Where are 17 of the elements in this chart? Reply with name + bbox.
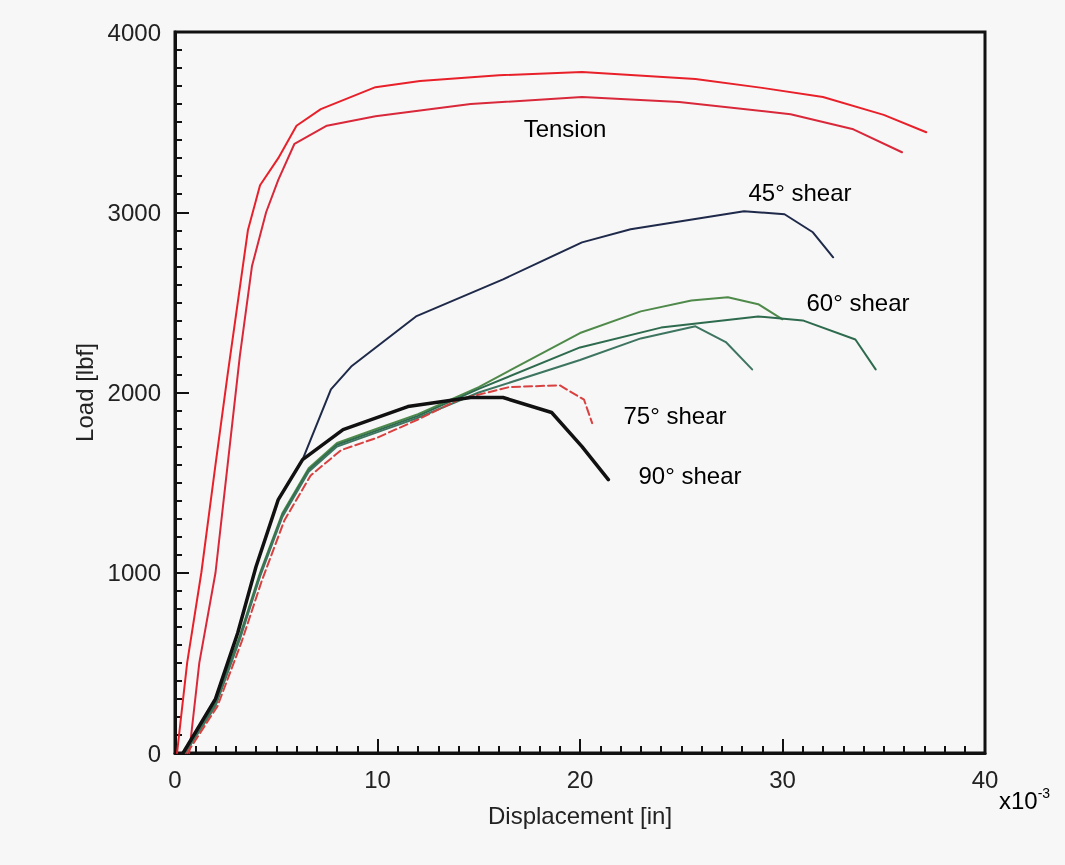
annotation: Tension xyxy=(523,114,607,142)
x-tick-label: 0 xyxy=(168,765,182,793)
x-tick-label: 30 xyxy=(769,765,796,793)
x-tick-label: 20 xyxy=(566,765,594,793)
x-tick-label: 40 xyxy=(971,765,999,793)
y-tick-label: 0 xyxy=(147,739,161,767)
annotation: 90° shear xyxy=(638,461,742,489)
annotation: 75° shear xyxy=(623,401,727,429)
annotation: 45° shear xyxy=(748,178,852,206)
x-tick-label: 10 xyxy=(364,765,391,793)
y-axis-title: Load [lbf] xyxy=(71,343,99,442)
y-tick-label: 4000 xyxy=(107,18,161,46)
annotation: 60° shear xyxy=(806,288,910,316)
y-tick-label: 3000 xyxy=(107,198,161,226)
x-axis-title: Displacement [in] xyxy=(487,801,673,829)
y-tick-label: 2000 xyxy=(107,379,161,406)
y-tick-label: 1000 xyxy=(107,559,161,587)
